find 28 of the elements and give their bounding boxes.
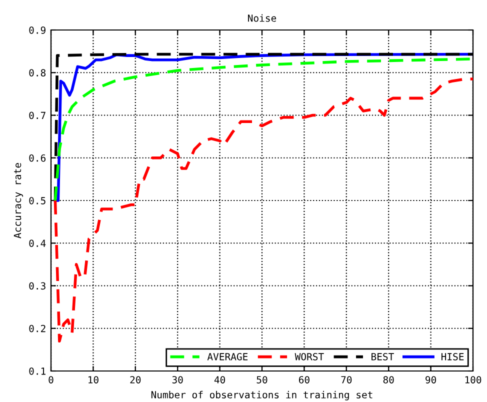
chart-title: Noise xyxy=(248,14,276,22)
x-tick-label: 60 xyxy=(298,376,310,384)
x-tick-label: 80 xyxy=(383,376,394,384)
y-tick-label: 0.6 xyxy=(29,154,46,162)
y-tick-label: 0.7 xyxy=(29,112,46,120)
line-series xyxy=(54,78,473,343)
y-tick-label: 0.9 xyxy=(29,26,46,34)
legend-label: BEST xyxy=(372,353,394,360)
legend-label: WORST xyxy=(294,353,324,360)
legend-label: HISE xyxy=(441,353,464,360)
x-tick-label: 10 xyxy=(88,376,98,384)
y-tick-label: 0.3 xyxy=(29,282,46,290)
x-tick-label: 50 xyxy=(256,376,268,384)
y-axis-title: Accuracy rate xyxy=(14,163,24,238)
y-tick-label: 0.2 xyxy=(29,324,46,332)
x-tick-label: 100 xyxy=(465,376,482,384)
y-tick-label: 0.5 xyxy=(29,197,46,204)
legend-label: AVERAGE xyxy=(207,353,248,360)
x-axis-title: Number of observations in training set xyxy=(151,390,372,400)
y-tick-label: 0.1 xyxy=(29,368,46,375)
y-tick-label: 0.4 xyxy=(29,240,46,247)
x-tick-label: 0 xyxy=(48,376,54,384)
x-tick-label: 30 xyxy=(172,376,183,384)
y-tick-label: 0.8 xyxy=(29,69,46,76)
x-tick-label: 40 xyxy=(214,376,226,384)
x-tick-label: 20 xyxy=(130,376,141,384)
x-tick-label: 90 xyxy=(426,376,436,384)
x-tick-label: 70 xyxy=(341,376,352,384)
